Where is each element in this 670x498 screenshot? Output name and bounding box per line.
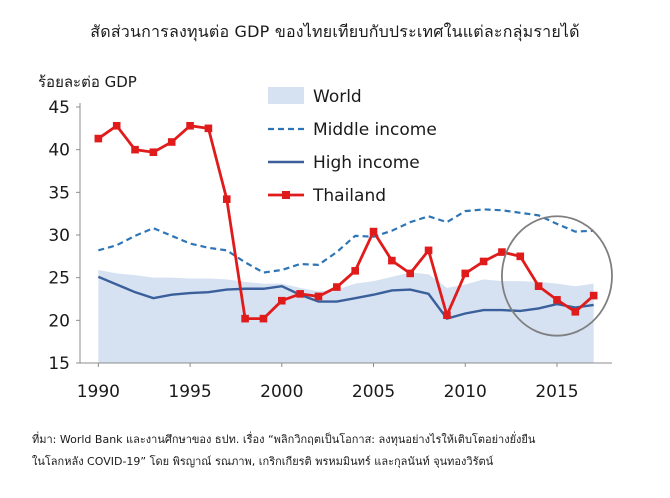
legend-label: Middle income	[313, 120, 437, 140]
thailand-marker	[406, 269, 415, 278]
y-tick-label: 20	[48, 311, 70, 331]
thailand-marker	[149, 148, 158, 157]
y-tick-label: 40	[48, 141, 70, 161]
thailand-marker	[388, 256, 396, 265]
thailand-marker	[259, 314, 268, 323]
legend: World Middle income High income Thailand	[268, 87, 437, 206]
thailand-marker	[351, 267, 359, 275]
thailand-markers-group	[94, 121, 598, 323]
x-tick-label: 2015	[535, 382, 578, 402]
thailand-marker	[443, 311, 451, 320]
source-note-line1: ที่มา: World Bank และงานศึกษาของ ธปท. เร…	[32, 433, 536, 446]
y-tick-label: 25	[48, 269, 70, 289]
thailand-marker	[498, 248, 506, 256]
y-tick-label: 35	[48, 183, 70, 203]
legend-label: High income	[313, 153, 420, 173]
x-tick-label: 1995	[168, 382, 211, 402]
legend-label: World	[313, 87, 362, 107]
middle-income-line	[98, 208, 594, 274]
source-note-line2: ในโลกหลัง COVID-19” โดย พิรญาณ์ รณภาพ, เ…	[32, 455, 494, 468]
thailand-marker	[131, 145, 139, 154]
thailand-marker	[369, 227, 378, 236]
thailand-marker	[571, 308, 580, 316]
world-area-group	[98, 269, 594, 363]
x-tick-label: 2005	[352, 382, 395, 402]
y-tick-label: 15	[48, 354, 70, 374]
thailand-marker	[222, 195, 231, 203]
thailand-marker	[94, 134, 103, 143]
thailand-marker	[112, 121, 121, 130]
legend-marker-thailand	[282, 191, 290, 199]
thailand-marker	[167, 138, 176, 146]
thailand-marker	[314, 292, 323, 301]
thailand-marker	[296, 290, 304, 298]
thailand-marker	[241, 314, 249, 323]
y-axis-label: ร้อยละต่อ GDP	[38, 73, 137, 91]
annotation-group	[501, 215, 613, 337]
thailand-marker	[277, 296, 286, 305]
thailand-marker	[479, 257, 488, 266]
world-area	[98, 269, 594, 363]
legend-label: Thailand	[312, 186, 386, 206]
thailand-marker	[204, 124, 213, 133]
highlight-ellipse	[501, 215, 613, 337]
legend-swatch-world	[268, 87, 304, 104]
thailand-marker	[589, 291, 598, 300]
y-tick-label: 45	[48, 98, 70, 118]
y-tick-label: 30	[48, 226, 70, 246]
thailand-marker	[461, 269, 470, 278]
chart-title: สัดส่วนการลงทุนต่อ GDP ของไทยเทียบกับประ…	[90, 22, 580, 41]
thailand-marker	[534, 282, 543, 290]
thailand-marker	[516, 252, 525, 261]
thailand-marker	[333, 283, 341, 291]
axes-group: 15 20 25 30 35 40 45 1990 1995 2000 2005 2010 2015	[48, 98, 612, 402]
thailand-marker	[553, 296, 561, 304]
x-tick-label: 2000	[260, 382, 303, 402]
x-tick-label: 1990	[77, 382, 120, 402]
thailand-marker	[186, 121, 194, 130]
x-tick-label: 2010	[444, 382, 487, 402]
thailand-line	[97, 123, 595, 321]
thailand-marker	[424, 246, 433, 255]
